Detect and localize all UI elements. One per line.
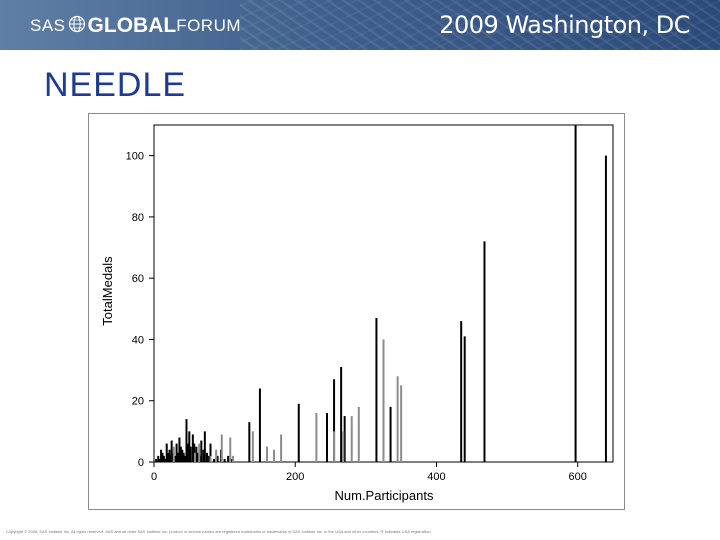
sas-global-forum-logo: SAS GLOBAL FORUM: [30, 13, 241, 39]
y-tick-label: 80: [132, 212, 144, 224]
logo-bold: GLOBAL: [87, 14, 177, 37]
x-tick-label: 200: [286, 471, 304, 483]
x-axis-ticks: 0 200 400 600: [151, 462, 587, 483]
y-tick-label: 60: [132, 273, 144, 285]
header-banner: SAS GLOBAL FORUM 2009 Washington, DC: [0, 0, 720, 50]
x-tick-label: 400: [427, 471, 445, 483]
globe-icon: [68, 15, 86, 38]
event-title: 2009 Washington, DC: [439, 11, 690, 39]
y-tick-label: 0: [138, 457, 144, 469]
needle-chart: 0 20 40 60 80 100 0 200 400 600 Num.Participants…: [100, 124, 614, 503]
logo-prefix: SAS: [30, 16, 66, 35]
y-tick-label: 100: [126, 151, 144, 163]
y-axis-label: TotalMedals: [100, 256, 115, 326]
slide-title: NEEDLE: [44, 66, 187, 104]
x-tick-label: 0: [151, 471, 157, 483]
x-tick-label: 600: [569, 471, 587, 483]
banner-texture: [240, 0, 720, 50]
y-tick-label: 40: [132, 334, 144, 346]
y-tick-label: 20: [132, 396, 144, 408]
y-axis-ticks: 0 20 40 60 80 100: [126, 151, 154, 469]
copyright-footer: Copyright © 2008, SAS Institute Inc. All…: [6, 529, 432, 534]
logo-suffix: FORUM: [176, 16, 242, 35]
needles: [155, 125, 607, 462]
x-axis-label: Num.Participants: [335, 488, 434, 503]
